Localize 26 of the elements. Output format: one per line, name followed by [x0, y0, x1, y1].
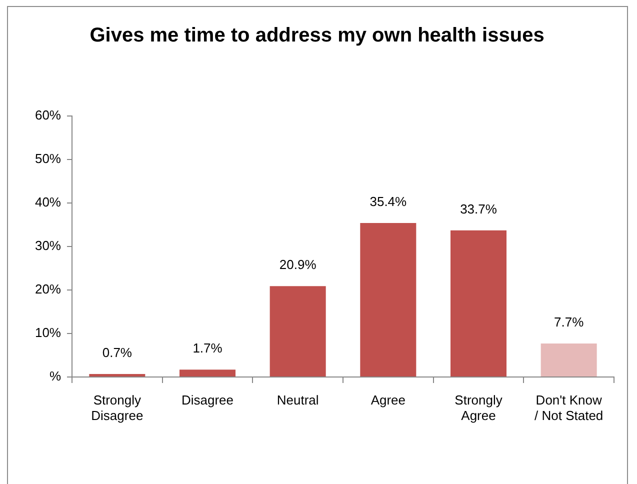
data-label: 0.7%	[102, 345, 132, 360]
data-label: 7.7%	[554, 314, 584, 330]
bar	[360, 223, 416, 376]
bar	[89, 374, 146, 376]
y-tick-label: %	[49, 368, 62, 384]
data-label: 20.9%	[279, 257, 317, 272]
y-tick-label: 60%	[34, 108, 62, 123]
bar	[450, 230, 507, 376]
x-tick-label: Neutral	[276, 392, 319, 408]
x-tick-label: Agree	[370, 392, 406, 408]
x-tick-label: Don't Know / Not Stated	[534, 392, 604, 423]
x-tick-label: Strongly Disagree	[91, 392, 144, 423]
y-tick-label: 10%	[34, 325, 62, 340]
data-label: 1.7%	[192, 340, 223, 356]
y-tick-label: 30%	[34, 238, 62, 254]
data-label: 35.4%	[370, 194, 408, 210]
y-tick-label: 20%	[34, 282, 62, 297]
bar	[270, 286, 326, 376]
x-tick-label: Strongly Agree	[454, 392, 503, 423]
y-tick-label: 50%	[34, 151, 62, 166]
chart-title: Gives me time to address my own health issues	[90, 24, 544, 47]
data-label: 33.7%	[460, 201, 498, 216]
bar	[179, 370, 236, 376]
x-tick-label: Disagree	[181, 392, 234, 408]
bar	[540, 344, 597, 376]
y-tick-label: 40%	[34, 194, 62, 210]
